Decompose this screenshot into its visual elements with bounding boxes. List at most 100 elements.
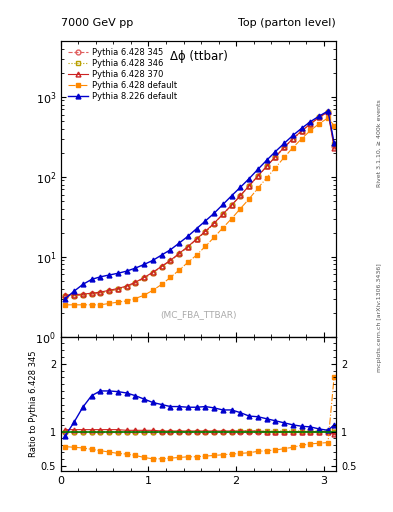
Pythia 6.428 346 (332, 141, 336, 147)
Pythia 6.428 default (194, 252, 199, 258)
Pythia 6.428 345 (194, 236, 199, 242)
Pythia 6.428 default (299, 136, 304, 142)
Pythia 6.428 345 (177, 251, 182, 257)
Pythia 6.428 346 (229, 202, 234, 208)
Pythia 6.428 370 (299, 128, 304, 134)
Pythia 6.428 370 (282, 144, 286, 151)
Pythia 6.428 370 (107, 287, 112, 293)
Pythia 6.428 default (72, 302, 76, 308)
Pythia 6.428 346 (308, 121, 313, 127)
Pythia 6.428 345 (168, 258, 173, 264)
Pythia 8.226 default (151, 258, 155, 264)
Pythia 6.428 345 (116, 286, 120, 292)
Pythia 8.226 default (299, 125, 304, 131)
Pythia 6.428 346 (107, 288, 112, 294)
Pythia 8.226 default (116, 270, 120, 276)
Pythia 6.428 370 (177, 250, 182, 257)
Pythia 6.428 345 (107, 288, 112, 294)
Pythia 6.428 345 (317, 114, 321, 120)
Pythia 6.428 345 (308, 121, 313, 127)
Pythia 6.428 346 (290, 136, 295, 142)
Pythia 6.428 default (168, 274, 173, 281)
Pythia 6.428 345 (72, 293, 76, 299)
Pythia 6.428 default (185, 259, 190, 265)
Text: Top (parton level): Top (parton level) (238, 18, 336, 28)
Legend: Pythia 6.428 345, Pythia 6.428 346, Pythia 6.428 370, Pythia 6.428 default, Pyth: Pythia 6.428 345, Pythia 6.428 346, Pyth… (65, 45, 179, 103)
Pythia 6.428 default (98, 302, 103, 308)
Pythia 6.428 default (220, 225, 225, 231)
Pythia 6.428 370 (124, 283, 129, 289)
Pythia 6.428 370 (133, 279, 138, 285)
Pythia 6.428 default (317, 120, 321, 126)
Pythia 6.428 370 (255, 173, 260, 179)
Pythia 8.226 default (308, 118, 313, 124)
Pythia 6.428 default (255, 185, 260, 191)
Pythia 6.428 346 (151, 270, 155, 276)
Pythia 6.428 370 (273, 154, 278, 160)
Pythia 6.428 345 (159, 264, 164, 270)
Pythia 6.428 346 (203, 229, 208, 235)
Pythia 6.428 346 (255, 173, 260, 179)
Pythia 6.428 default (332, 123, 336, 129)
Pythia 6.428 346 (273, 154, 278, 160)
Pythia 6.428 370 (229, 202, 234, 208)
Pythia 6.428 346 (142, 275, 147, 281)
Pythia 6.428 345 (124, 284, 129, 290)
Line: Pythia 8.226 default: Pythia 8.226 default (63, 109, 336, 301)
Pythia 6.428 default (89, 302, 94, 308)
Pythia 6.428 default (273, 164, 278, 170)
Pythia 8.226 default (273, 148, 278, 155)
Pythia 6.428 346 (133, 280, 138, 286)
Pythia 6.428 370 (308, 121, 313, 127)
Pythia 6.428 345 (81, 292, 85, 298)
Pythia 6.428 345 (255, 173, 260, 179)
Pythia 8.226 default (326, 108, 331, 114)
Pythia 6.428 345 (63, 293, 68, 300)
Line: Pythia 6.428 345: Pythia 6.428 345 (63, 110, 336, 298)
Pythia 8.226 default (220, 201, 225, 207)
Text: Rivet 3.1.10, ≥ 400k events: Rivet 3.1.10, ≥ 400k events (377, 99, 382, 187)
Pythia 8.226 default (107, 272, 112, 278)
Pythia 8.226 default (168, 247, 173, 253)
Pythia 6.428 345 (151, 270, 155, 276)
Pythia 6.428 346 (317, 114, 321, 120)
Pythia 8.226 default (317, 113, 321, 119)
Pythia 8.226 default (203, 218, 208, 224)
Pythia 8.226 default (194, 225, 199, 231)
Pythia 6.428 370 (220, 211, 225, 217)
Line: Pythia 6.428 default: Pythia 6.428 default (63, 116, 336, 307)
Pythia 8.226 default (63, 295, 68, 302)
Pythia 8.226 default (212, 210, 217, 216)
Pythia 6.428 345 (290, 136, 295, 142)
Pythia 8.226 default (124, 268, 129, 274)
Pythia 8.226 default (133, 265, 138, 271)
Pythia 8.226 default (159, 252, 164, 258)
Pythia 6.428 346 (238, 193, 243, 199)
Pythia 6.428 345 (98, 290, 103, 296)
Pythia 6.428 370 (98, 289, 103, 295)
Text: 7000 GeV pp: 7000 GeV pp (61, 18, 133, 28)
Pythia 6.428 default (326, 115, 331, 121)
Pythia 6.428 default (116, 299, 120, 305)
Pythia 6.428 370 (332, 145, 336, 151)
Pythia 6.428 370 (317, 114, 321, 120)
Pythia 8.226 default (142, 262, 147, 268)
Pythia 6.428 370 (238, 193, 243, 199)
Pythia 8.226 default (81, 282, 85, 288)
Pythia 6.428 default (107, 301, 112, 307)
Pythia 8.226 default (247, 176, 252, 182)
Pythia 8.226 default (89, 276, 94, 283)
Pythia 6.428 346 (177, 251, 182, 257)
Pythia 6.428 370 (89, 290, 94, 296)
Pythia 8.226 default (332, 140, 336, 146)
Pythia 6.428 346 (124, 284, 129, 290)
Pythia 6.428 346 (89, 291, 94, 297)
Pythia 6.428 370 (326, 109, 331, 115)
Pythia 6.428 345 (229, 202, 234, 208)
Pythia 6.428 346 (326, 109, 331, 115)
Pythia 6.428 346 (212, 221, 217, 227)
Pythia 6.428 345 (264, 163, 269, 169)
Pythia 6.428 default (212, 234, 217, 240)
Pythia 8.226 default (290, 132, 295, 138)
Pythia 8.226 default (238, 184, 243, 190)
